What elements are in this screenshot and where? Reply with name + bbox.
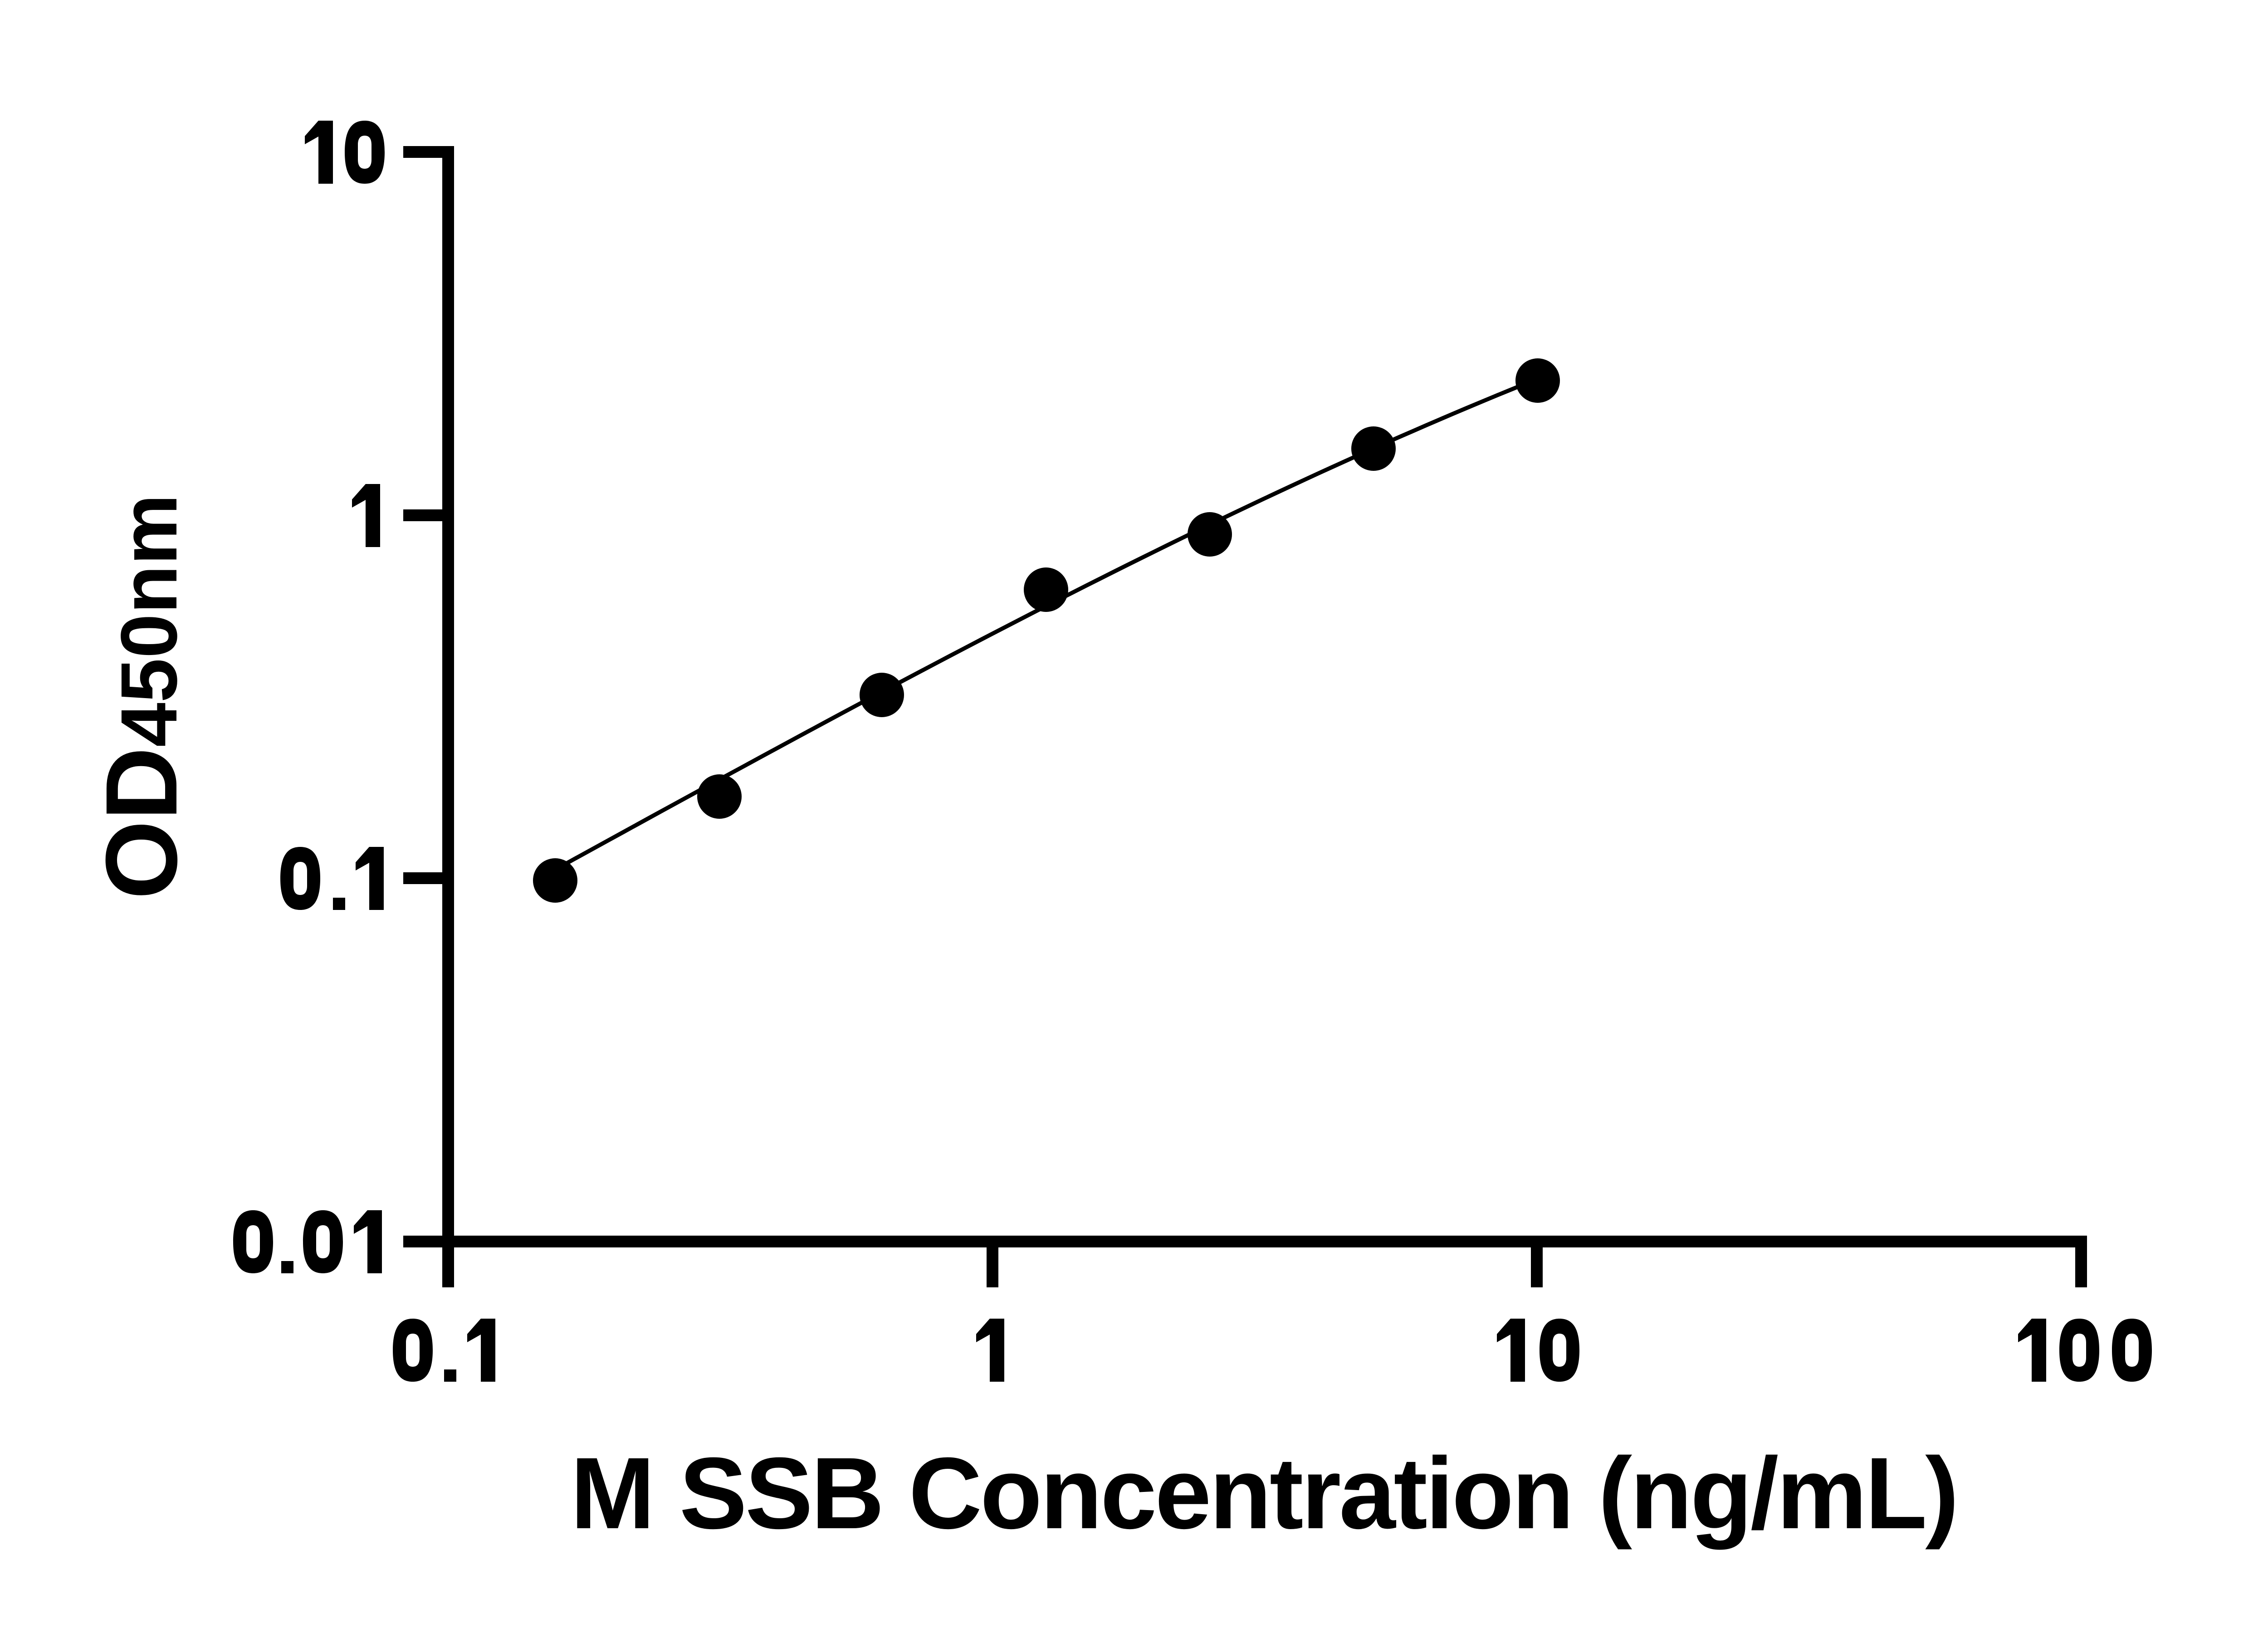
svg-text:M SSB Concentration (ng/mL): M SSB Concentration (ng/mL) (570, 1437, 1957, 1550)
